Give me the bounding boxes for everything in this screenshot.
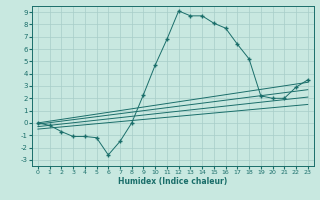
X-axis label: Humidex (Indice chaleur): Humidex (Indice chaleur) [118, 177, 228, 186]
